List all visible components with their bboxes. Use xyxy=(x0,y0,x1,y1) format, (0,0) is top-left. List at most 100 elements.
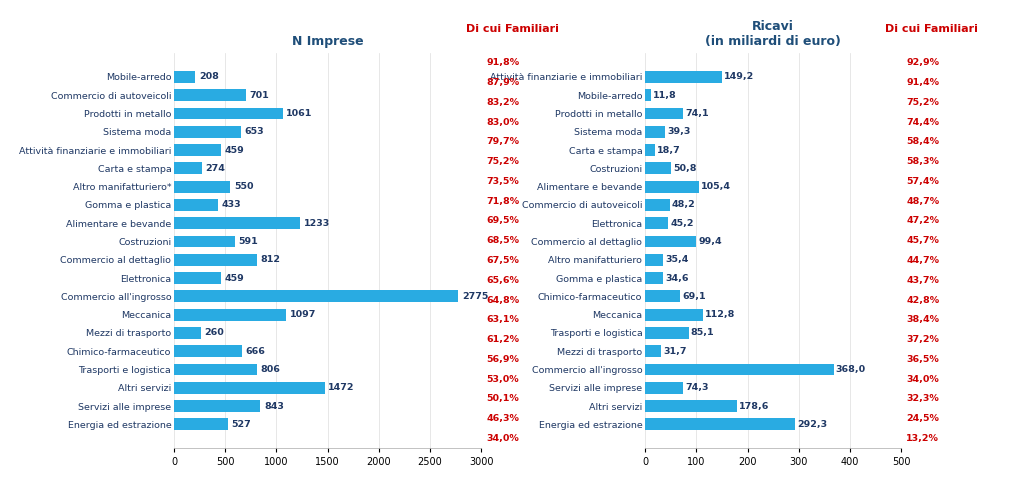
Text: 34,0%: 34,0% xyxy=(486,434,519,443)
Bar xyxy=(645,89,651,101)
Bar xyxy=(645,199,670,211)
Text: 433: 433 xyxy=(222,201,242,209)
Text: 527: 527 xyxy=(231,420,251,429)
Text: 91,8%: 91,8% xyxy=(486,58,519,67)
Text: 2775: 2775 xyxy=(462,292,488,301)
Bar xyxy=(174,418,228,430)
Text: 58,4%: 58,4% xyxy=(906,137,939,147)
Bar xyxy=(174,308,287,321)
Bar xyxy=(645,345,662,357)
Text: 44,7%: 44,7% xyxy=(906,256,939,265)
Text: 34,0%: 34,0% xyxy=(906,375,939,384)
Text: 45,7%: 45,7% xyxy=(906,236,939,245)
Title: Ricavi
(in miliardi di euro): Ricavi (in miliardi di euro) xyxy=(706,20,841,48)
Bar xyxy=(174,327,201,339)
Bar xyxy=(645,217,669,229)
Text: 73,5%: 73,5% xyxy=(486,177,519,186)
Text: 61,2%: 61,2% xyxy=(486,335,519,344)
Text: 459: 459 xyxy=(224,146,245,155)
Text: 68,5%: 68,5% xyxy=(486,236,519,245)
Text: 83,0%: 83,0% xyxy=(486,118,519,127)
Bar xyxy=(645,236,696,247)
Text: 69,5%: 69,5% xyxy=(486,216,519,226)
Text: 666: 666 xyxy=(246,347,266,356)
Text: 178,6: 178,6 xyxy=(738,402,769,411)
Text: 812: 812 xyxy=(261,255,281,264)
Text: 550: 550 xyxy=(233,182,254,191)
Text: 1233: 1233 xyxy=(304,219,330,228)
Bar xyxy=(174,272,221,284)
Text: 1097: 1097 xyxy=(290,310,316,319)
Text: 48,7%: 48,7% xyxy=(906,197,939,206)
Bar xyxy=(174,363,257,375)
Bar xyxy=(645,254,664,266)
Text: Di cui Familiari: Di cui Familiari xyxy=(886,24,978,34)
Text: 57,4%: 57,4% xyxy=(906,177,939,186)
Text: 149,2: 149,2 xyxy=(724,72,754,81)
Bar xyxy=(174,382,325,394)
Bar xyxy=(645,382,683,394)
Bar xyxy=(645,291,681,302)
Text: 65,6%: 65,6% xyxy=(486,276,519,285)
Text: 56,9%: 56,9% xyxy=(486,355,519,364)
Text: 653: 653 xyxy=(245,127,264,136)
Text: 18,7: 18,7 xyxy=(656,146,681,155)
Text: 11,8: 11,8 xyxy=(653,91,677,100)
Bar xyxy=(645,363,834,375)
Text: 58,3%: 58,3% xyxy=(906,157,939,166)
Bar xyxy=(645,400,736,412)
Bar xyxy=(645,181,699,193)
Text: 208: 208 xyxy=(199,72,219,81)
Bar xyxy=(645,71,722,83)
Text: 32,3%: 32,3% xyxy=(906,394,939,403)
Bar xyxy=(174,345,243,357)
Bar xyxy=(174,144,221,156)
Text: 63,1%: 63,1% xyxy=(486,315,519,324)
Text: 701: 701 xyxy=(250,91,269,100)
Bar xyxy=(174,291,458,302)
Bar xyxy=(645,418,795,430)
Text: 31,7: 31,7 xyxy=(664,347,687,356)
Text: 42,8%: 42,8% xyxy=(906,295,939,305)
Bar xyxy=(174,107,283,120)
Text: 87,9%: 87,9% xyxy=(486,78,519,87)
Bar xyxy=(174,162,202,174)
Text: 46,3%: 46,3% xyxy=(486,414,519,423)
Text: 83,2%: 83,2% xyxy=(486,98,519,107)
Bar xyxy=(174,181,230,193)
Bar xyxy=(174,400,260,412)
Text: 368,0: 368,0 xyxy=(836,365,865,374)
Text: 591: 591 xyxy=(239,237,258,246)
Text: 64,8%: 64,8% xyxy=(486,295,519,305)
Text: 92,9%: 92,9% xyxy=(906,58,939,67)
Bar xyxy=(174,236,234,247)
Title: N Imprese: N Imprese xyxy=(292,35,364,48)
Text: 459: 459 xyxy=(224,274,245,282)
Text: 71,8%: 71,8% xyxy=(486,197,519,206)
Text: 13,2%: 13,2% xyxy=(906,434,939,443)
Text: 53,0%: 53,0% xyxy=(486,375,519,384)
Text: Di cui Familiari: Di cui Familiari xyxy=(466,24,558,34)
Bar xyxy=(174,254,257,266)
Bar xyxy=(645,107,683,120)
Text: 24,5%: 24,5% xyxy=(906,414,939,423)
Bar xyxy=(174,89,246,101)
Text: 35,4: 35,4 xyxy=(666,255,689,264)
Text: 74,3: 74,3 xyxy=(685,383,709,392)
Text: 38,4%: 38,4% xyxy=(906,315,939,324)
Text: 105,4: 105,4 xyxy=(701,182,731,191)
Text: 37,2%: 37,2% xyxy=(906,335,939,344)
Text: 69,1: 69,1 xyxy=(683,292,707,301)
Text: 274: 274 xyxy=(206,164,225,173)
Bar xyxy=(645,126,666,138)
Bar xyxy=(174,217,300,229)
Text: 50,8: 50,8 xyxy=(673,164,696,173)
Bar xyxy=(174,126,241,138)
Text: 45,2: 45,2 xyxy=(671,219,694,228)
Text: 50,1%: 50,1% xyxy=(486,394,519,403)
Text: 74,4%: 74,4% xyxy=(906,118,939,127)
Text: 67,5%: 67,5% xyxy=(486,256,519,265)
Text: 48,2: 48,2 xyxy=(672,201,695,209)
Text: 79,7%: 79,7% xyxy=(486,137,519,147)
Text: 292,3: 292,3 xyxy=(797,420,827,429)
